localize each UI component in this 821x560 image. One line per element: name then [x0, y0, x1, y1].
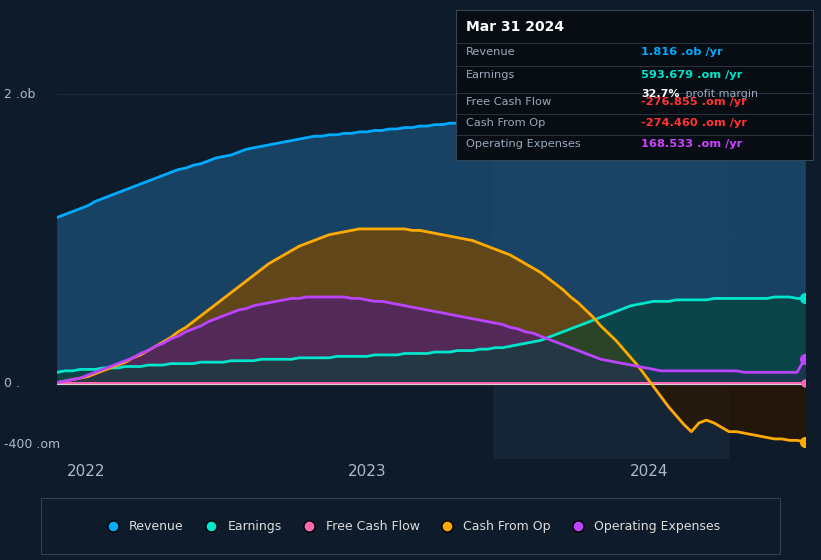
Text: 1.816 .ob /yr: 1.816 .ob /yr — [641, 47, 723, 57]
Text: -276.855 .om /yr: -276.855 .om /yr — [641, 96, 747, 106]
Text: Mar 31 2024: Mar 31 2024 — [466, 20, 565, 34]
Text: profit margin: profit margin — [682, 89, 759, 99]
Text: 593.679 .om /yr: 593.679 .om /yr — [641, 69, 743, 80]
Text: 32.7%: 32.7% — [641, 89, 680, 99]
Text: 0 .: 0 . — [4, 377, 20, 390]
Text: Free Cash Flow: Free Cash Flow — [466, 96, 552, 106]
Text: 2 .ob: 2 .ob — [4, 88, 35, 101]
Text: -400 .om: -400 .om — [4, 438, 60, 451]
Bar — [494, 39, 728, 459]
Text: Revenue: Revenue — [466, 47, 516, 57]
Text: 168.533 .om /yr: 168.533 .om /yr — [641, 138, 743, 148]
Text: Cash From Op: Cash From Op — [466, 118, 546, 128]
Legend: Revenue, Earnings, Free Cash Flow, Cash From Op, Operating Expenses: Revenue, Earnings, Free Cash Flow, Cash … — [95, 515, 726, 538]
Text: -274.460 .om /yr: -274.460 .om /yr — [641, 118, 747, 128]
Text: Operating Expenses: Operating Expenses — [466, 138, 581, 148]
Text: Earnings: Earnings — [466, 69, 516, 80]
